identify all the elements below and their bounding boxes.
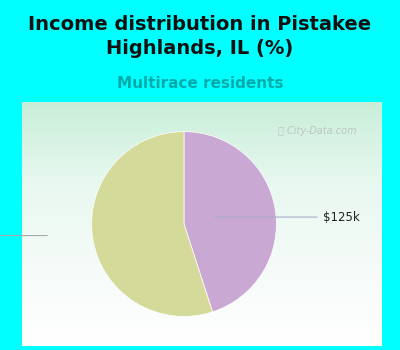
Text: Income distribution in Pistakee
Highlands, IL (%): Income distribution in Pistakee Highland… bbox=[28, 15, 372, 58]
Text: Multirace residents: Multirace residents bbox=[117, 77, 283, 91]
Text: $125k: $125k bbox=[214, 211, 359, 224]
Text: ⓘ City-Data.com: ⓘ City-Data.com bbox=[278, 126, 356, 136]
Wedge shape bbox=[92, 132, 212, 316]
Text: > $200k: > $200k bbox=[0, 229, 47, 242]
Wedge shape bbox=[184, 132, 276, 312]
